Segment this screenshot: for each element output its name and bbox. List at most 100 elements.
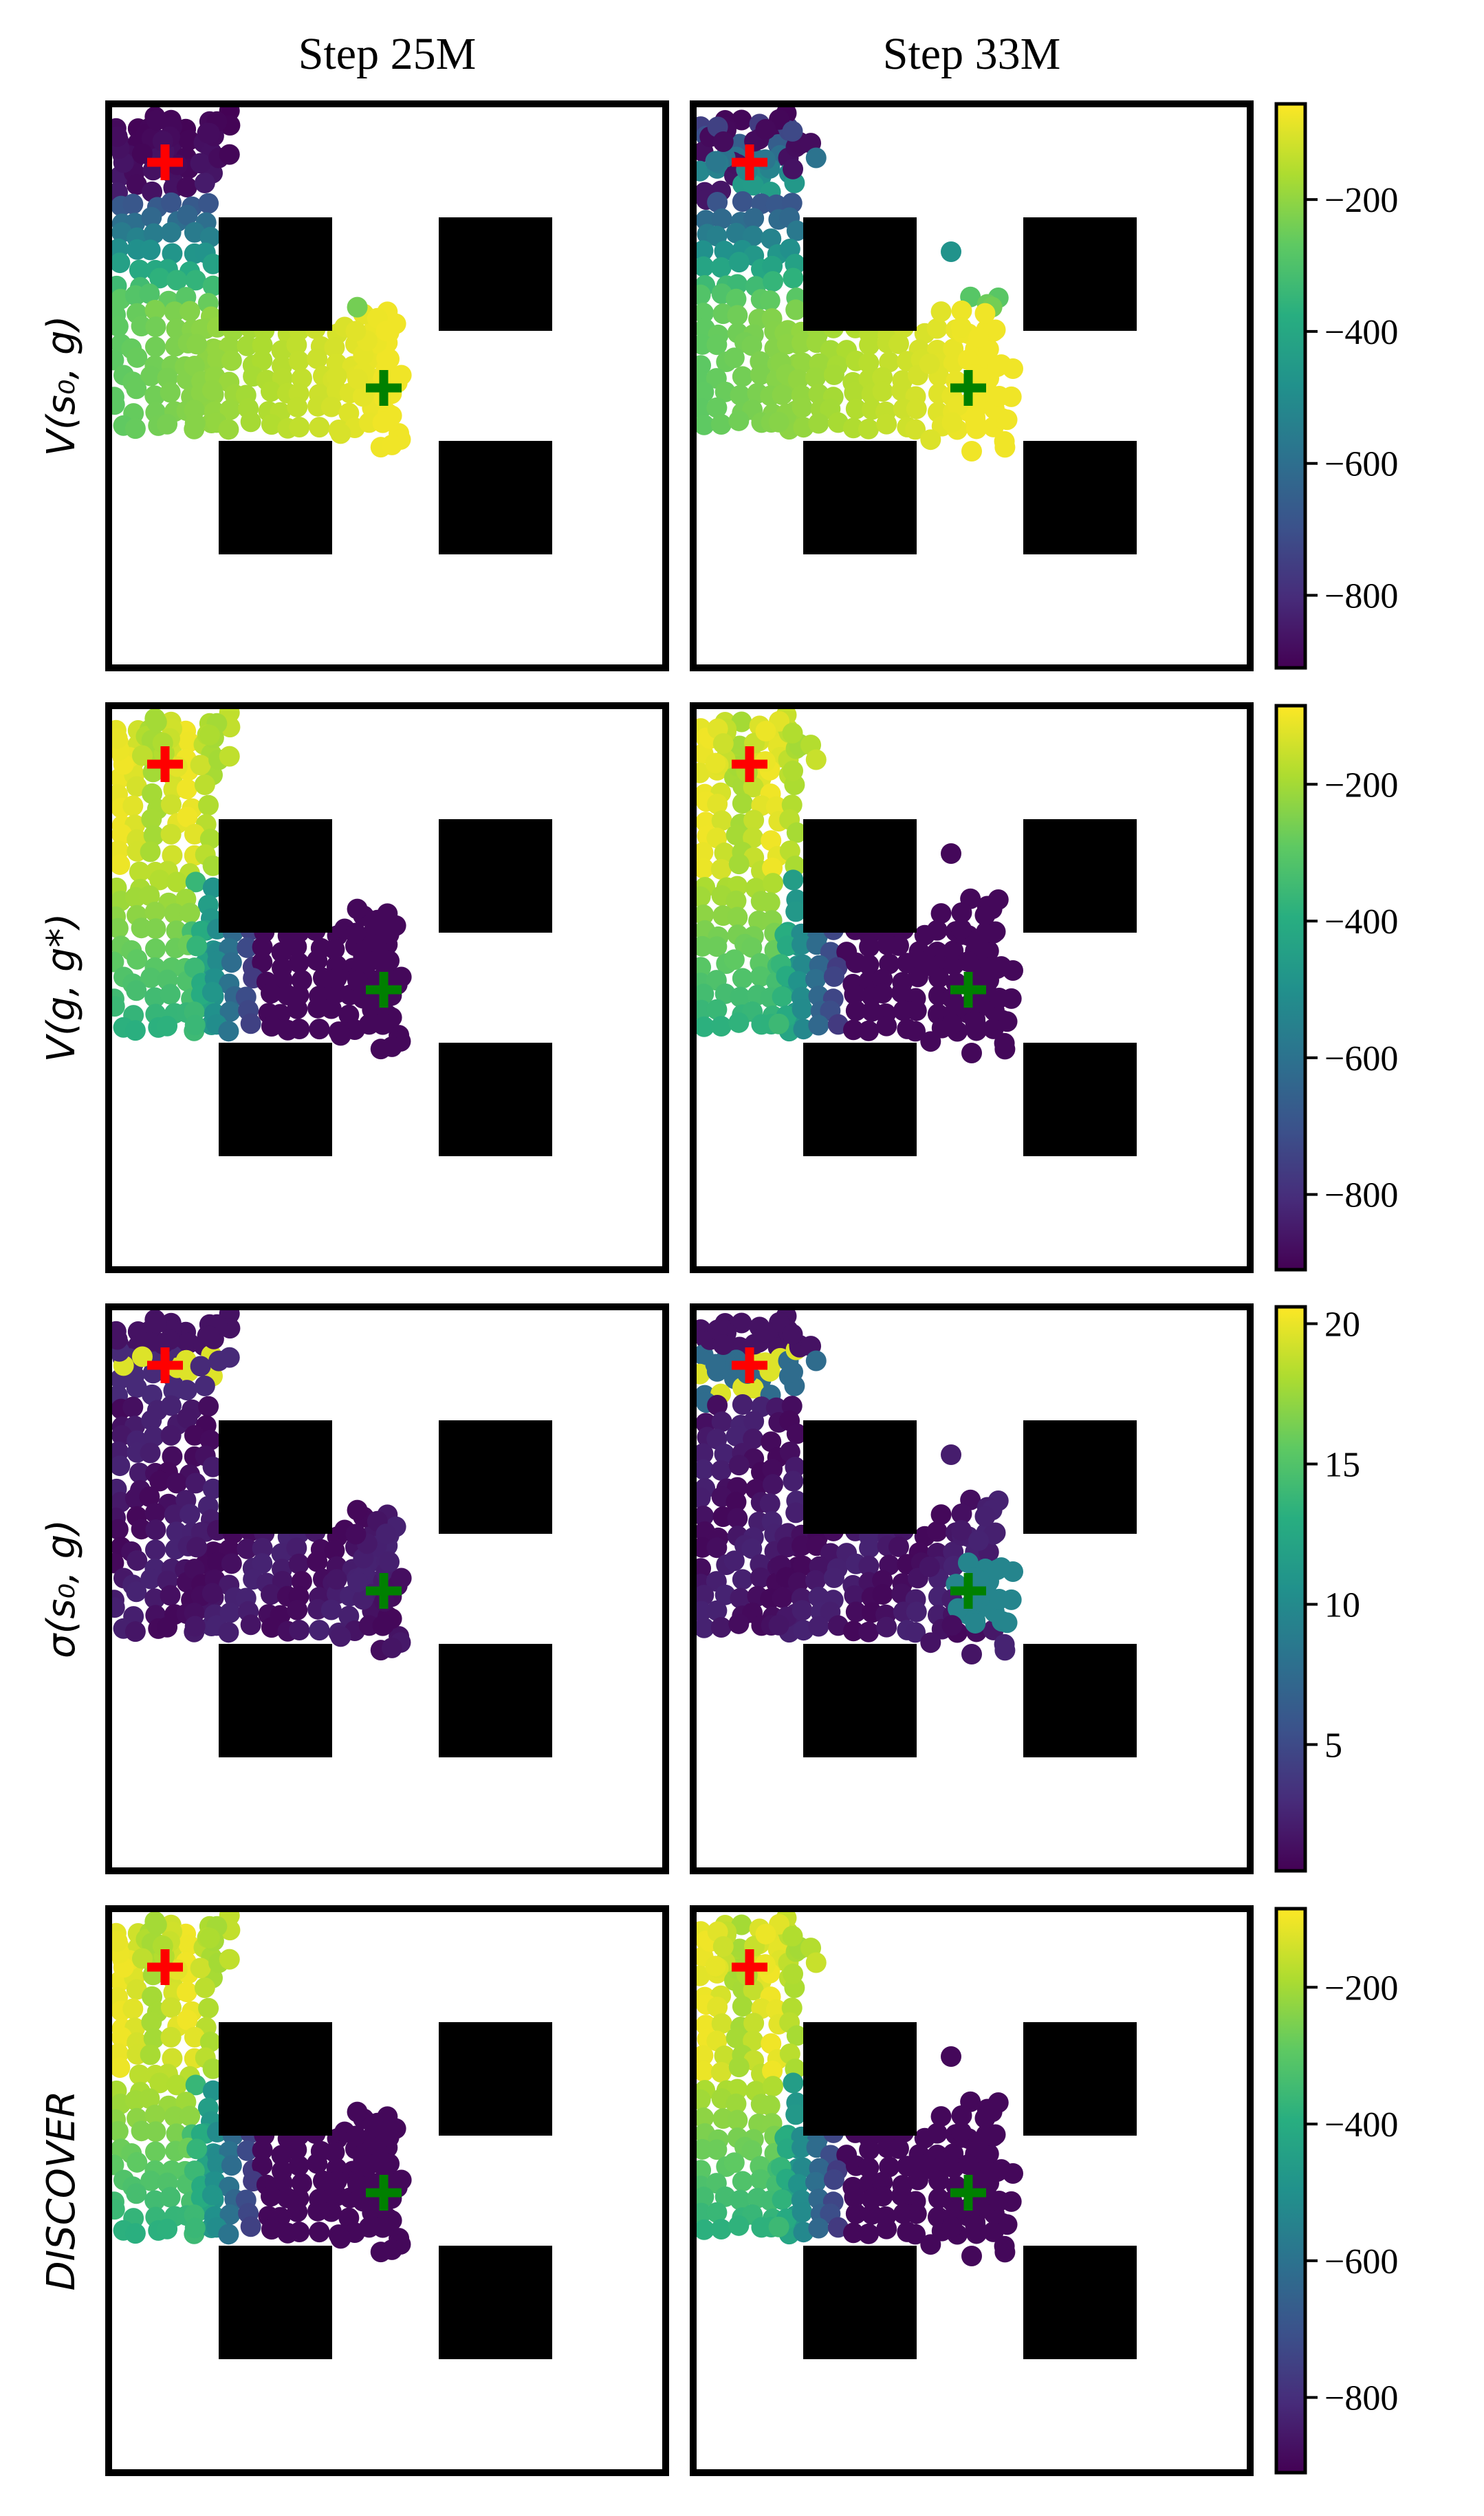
maze-panel xyxy=(690,1303,1254,1874)
state-point xyxy=(920,1632,941,1653)
state-point xyxy=(930,1504,952,1526)
state-point xyxy=(743,225,764,246)
state-point xyxy=(989,988,1010,1008)
colorbar-tick-label: −800 xyxy=(1324,577,1398,616)
state-point xyxy=(762,255,783,276)
state-point xyxy=(166,1473,188,1494)
row-label: σ(s₀, g) xyxy=(39,1519,84,1658)
state-point xyxy=(948,395,969,416)
state-point xyxy=(974,303,996,324)
state-point xyxy=(783,760,804,781)
state-point xyxy=(140,1568,162,1590)
state-point xyxy=(710,1015,732,1037)
state-point xyxy=(185,871,206,893)
state-point xyxy=(184,1616,206,1637)
state-point xyxy=(872,2186,893,2207)
column-title: Step 33M xyxy=(883,29,1061,79)
state-point xyxy=(129,1462,150,1484)
state-point xyxy=(177,2009,198,2030)
state-point xyxy=(725,824,747,845)
state-point xyxy=(160,2187,181,2208)
state-point xyxy=(324,337,345,358)
state-point xyxy=(122,795,144,816)
state-point xyxy=(347,2101,368,2123)
state-point xyxy=(919,955,940,976)
state-point xyxy=(965,1612,986,1634)
state-point xyxy=(288,1553,309,1574)
state-point xyxy=(124,1020,146,1041)
state-point xyxy=(345,2125,367,2147)
state-point xyxy=(844,382,865,403)
state-point xyxy=(941,241,961,262)
state-point xyxy=(710,2218,732,2240)
state-point xyxy=(109,349,124,371)
state-point xyxy=(872,1584,893,1605)
state-point xyxy=(127,347,148,368)
state-point xyxy=(968,2132,989,2153)
state-point xyxy=(237,335,258,356)
state-point xyxy=(162,2048,183,2069)
state-point xyxy=(787,970,809,992)
colorbar-frame xyxy=(1274,704,1307,1272)
state-point xyxy=(710,1616,732,1638)
state-point xyxy=(693,382,714,403)
state-point xyxy=(823,364,844,385)
wall-block xyxy=(1023,819,1137,933)
state-point xyxy=(139,885,160,907)
colorbar-tick-label: 10 xyxy=(1324,1585,1360,1625)
state-point xyxy=(109,1455,131,1477)
state-point xyxy=(288,2155,309,2176)
state-point xyxy=(140,841,161,863)
state-point xyxy=(307,2153,328,2174)
state-point xyxy=(728,252,750,273)
state-point xyxy=(201,380,223,401)
start-marker xyxy=(732,746,767,782)
state-point xyxy=(711,208,732,230)
state-point xyxy=(109,1552,124,1574)
state-point xyxy=(261,414,282,435)
state-point xyxy=(714,2045,735,2066)
state-point xyxy=(693,858,714,879)
state-point xyxy=(287,998,308,1019)
colorbar: −200 −400 −600 −800 xyxy=(1274,704,1398,1272)
state-point xyxy=(373,1012,395,1034)
state-point xyxy=(221,952,242,973)
state-point xyxy=(186,334,208,355)
state-point xyxy=(743,2030,764,2051)
goal-marker xyxy=(950,1573,986,1609)
state-point xyxy=(202,877,223,898)
state-point xyxy=(693,762,710,783)
state-point xyxy=(732,1569,753,1590)
state-point xyxy=(805,968,827,990)
state-point xyxy=(706,2202,728,2223)
state-point xyxy=(162,1446,183,1467)
state-point xyxy=(994,1634,1015,1655)
state-point xyxy=(785,1502,807,1523)
state-point xyxy=(139,283,160,305)
state-point xyxy=(190,755,211,776)
state-point xyxy=(876,413,897,435)
state-point xyxy=(989,1589,1010,1609)
state-point xyxy=(146,1914,167,1935)
state-point xyxy=(974,2107,996,2129)
state-point xyxy=(146,109,167,131)
state-point xyxy=(706,397,728,418)
state-point xyxy=(309,1620,330,1641)
wall-block xyxy=(219,1644,332,1757)
state-point xyxy=(307,348,328,369)
state-point xyxy=(143,2028,164,2049)
state-point xyxy=(109,394,125,415)
state-point xyxy=(202,253,223,274)
state-point xyxy=(920,1031,941,1052)
wall-block xyxy=(803,1420,917,1534)
state-point xyxy=(240,1614,261,1636)
state-point xyxy=(179,1504,201,1525)
state-point xyxy=(202,855,223,876)
state-point xyxy=(792,1600,813,1621)
state-point xyxy=(693,398,712,419)
state-point xyxy=(743,208,765,229)
state-point xyxy=(727,907,748,928)
state-point xyxy=(140,967,162,988)
state-point xyxy=(693,414,714,435)
state-point xyxy=(141,206,162,228)
